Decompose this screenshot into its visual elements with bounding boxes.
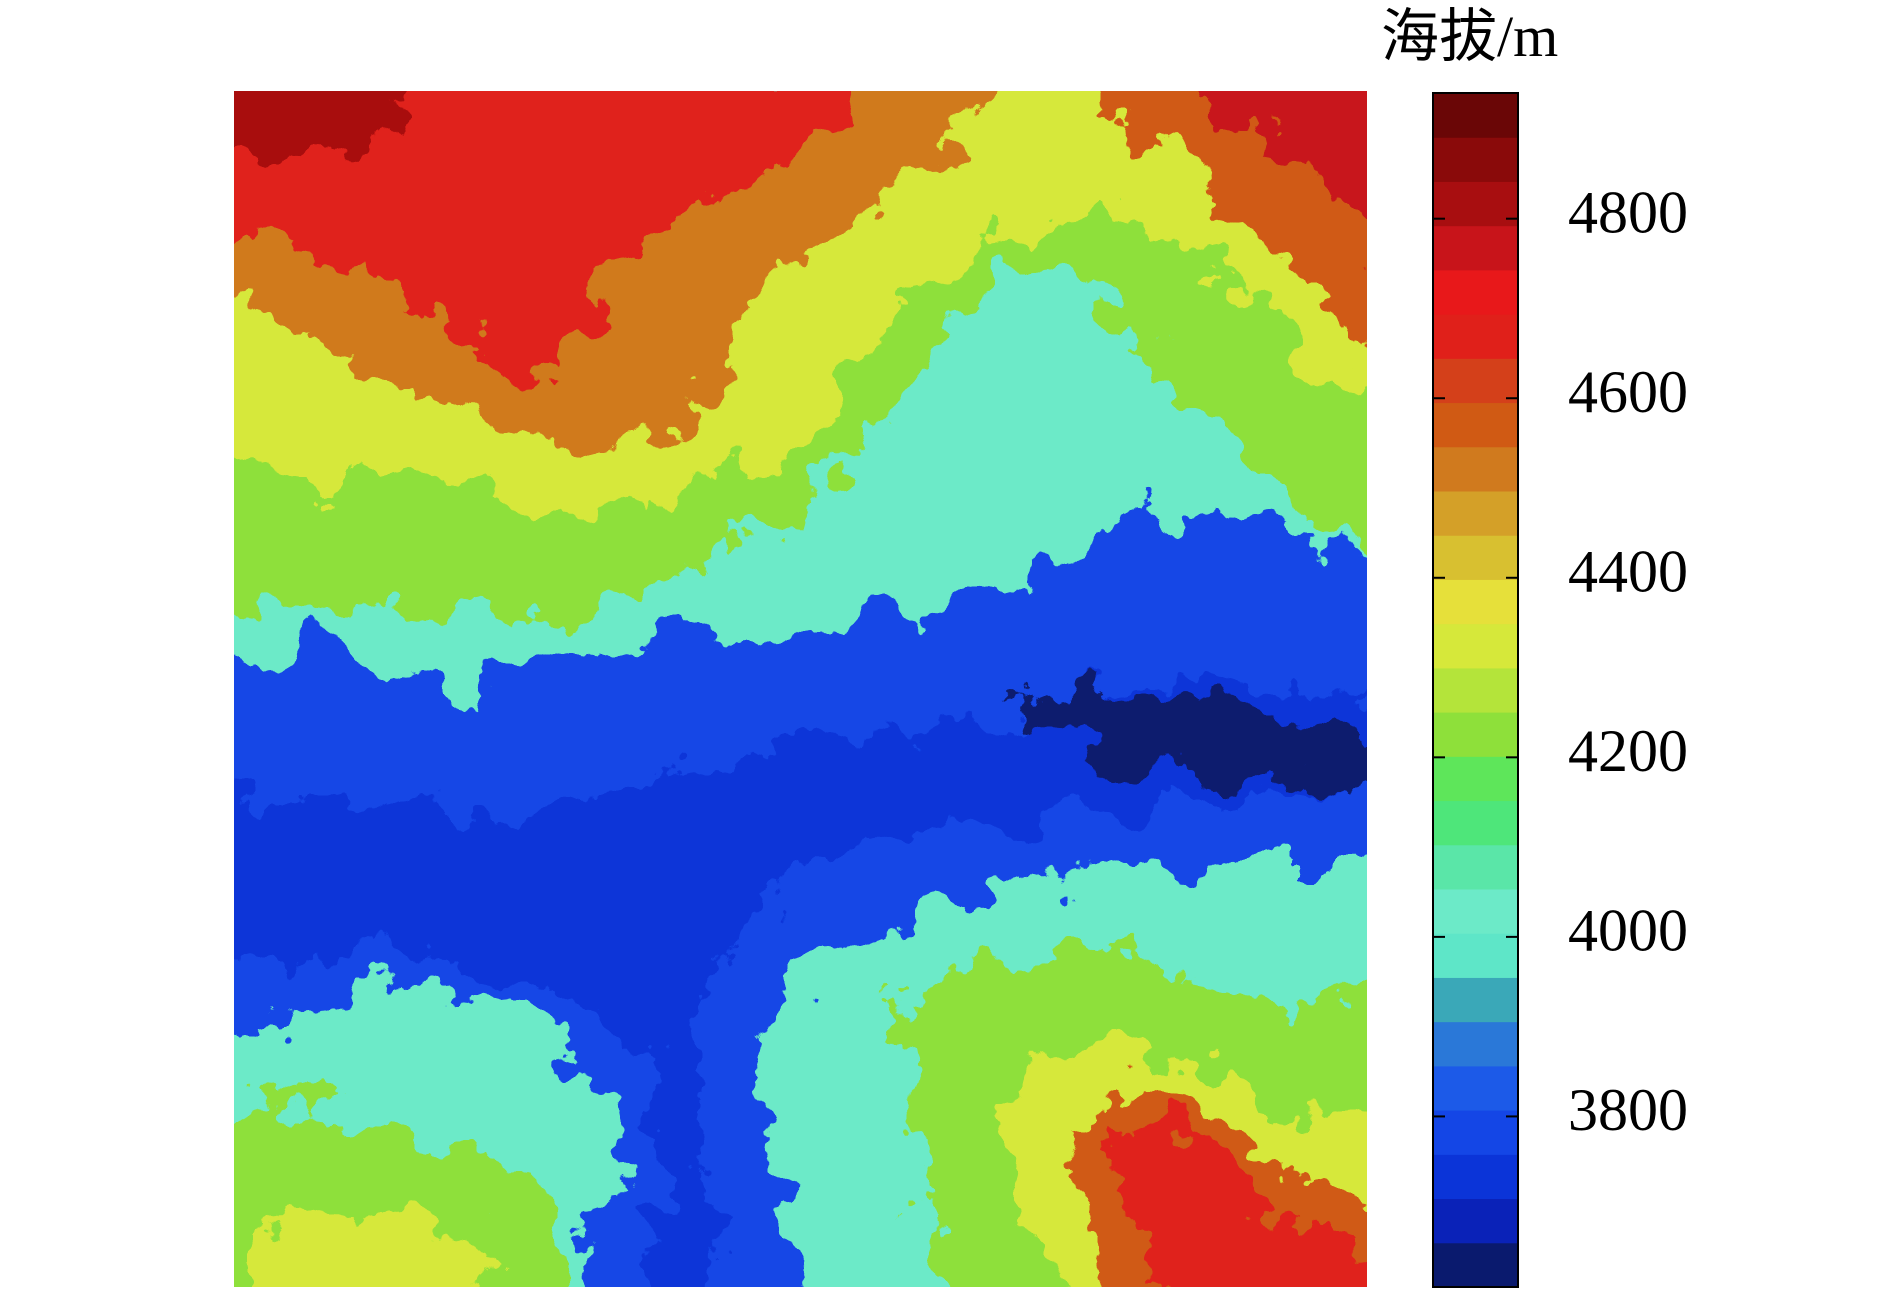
colorbar-tick-label: 4000: [1568, 898, 1688, 964]
colorbar-band: [1433, 137, 1518, 182]
colorbar-band: [1433, 933, 1518, 978]
colorbar-band: [1433, 800, 1518, 846]
colorbar-band: [1433, 579, 1518, 625]
colorbar-tick-label: 3800: [1568, 1077, 1688, 1143]
colorbar-band: [1433, 1065, 1518, 1111]
colorbar-band: [1433, 225, 1518, 271]
colorbar-band: [1433, 623, 1518, 669]
colorbar-tick-label: 4400: [1568, 539, 1688, 605]
colorbar-band: [1433, 402, 1518, 448]
colorbar-band: [1433, 181, 1518, 227]
colorbar-band: [1433, 712, 1518, 757]
elevation-map: [234, 91, 1367, 1287]
colorbar-band: [1433, 844, 1518, 890]
colorbar-band: [1433, 491, 1518, 536]
colorbar-tick-label: 4600: [1568, 359, 1688, 425]
colorbar-band: [1433, 1021, 1518, 1067]
colorbar-label: 海拔/m: [1381, 4, 1558, 69]
colorbar-band: [1433, 269, 1518, 315]
colorbar-band: [1433, 889, 1518, 934]
colorbar-tick-label: 4800: [1568, 179, 1688, 245]
colorbar-tick-label: 4200: [1568, 718, 1688, 784]
colorbar-band: [1433, 977, 1518, 1023]
colorbar-band: [1433, 93, 1518, 138]
colorbar-band: [1433, 314, 1518, 359]
colorbar-band: [1433, 756, 1518, 802]
colorbar-band: [1433, 358, 1518, 404]
colorbar-band: [1433, 667, 1518, 713]
colorbar-band: [1433, 1242, 1518, 1288]
colorbar-band: [1433, 1154, 1518, 1200]
colorbar-band: [1433, 446, 1518, 492]
colorbar-frame: [1432, 92, 1519, 1288]
colorbar-band: [1433, 1198, 1518, 1244]
colorbar-band: [1433, 535, 1518, 580]
colorbar-band: [1433, 1110, 1518, 1155]
